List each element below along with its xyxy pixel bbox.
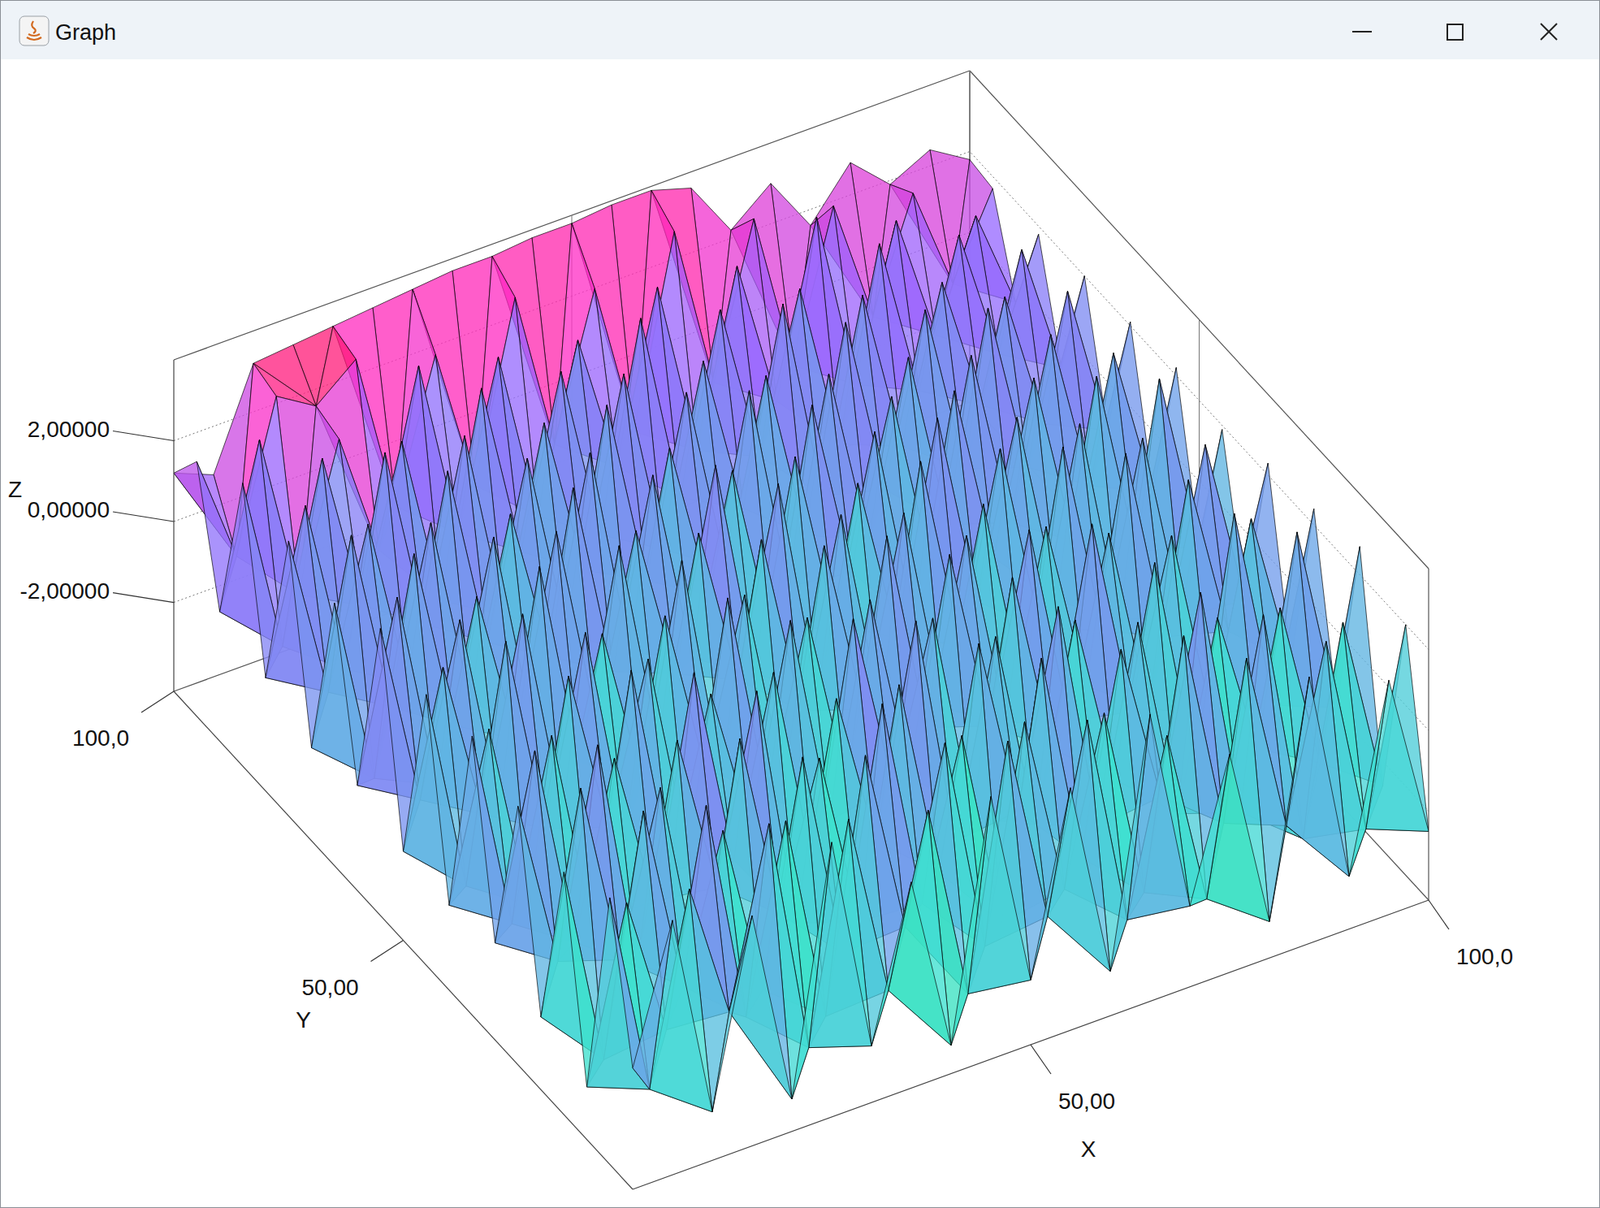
surface-facet: [888, 809, 952, 1045]
title-bar: [0, 0, 1600, 60]
surface-facet: [1110, 713, 1151, 971]
window: Graph -2,00000 0,00000 2,00000 50,00 100,0 50,…: [0, 0, 1600, 1208]
surface-facet: [1047, 787, 1111, 972]
maximize-button[interactable]: [1447, 24, 1463, 40]
surface-facet: [888, 882, 952, 1046]
z-tick: [112, 511, 174, 522]
surface-facet: [729, 823, 792, 1099]
surface-facet: [871, 882, 912, 1047]
z-tick: [112, 592, 174, 603]
x-axis-title: X: [1081, 1136, 1097, 1162]
z-axis-title: Z: [8, 476, 22, 502]
z-tick-label: -2,00000: [19, 578, 110, 604]
surface-facet: [1366, 624, 1429, 832]
box-edge: [1427, 568, 1429, 900]
x-tick-label: 100,0: [1456, 943, 1514, 969]
x-tick: [1030, 1044, 1051, 1074]
y-tick: [141, 691, 174, 713]
y-axis-title: Y: [295, 1007, 312, 1033]
app-icon-glyph: [26, 21, 42, 40]
x-axis-line: [632, 899, 1429, 1190]
window-title: Graph: [55, 20, 117, 45]
surface-facet: [951, 795, 991, 1045]
y-tick-label: 50,00: [301, 974, 359, 1000]
z-tick-label: 0,00000: [27, 497, 110, 523]
surface-facet: [1047, 719, 1111, 971]
surface: [173, 149, 1429, 1112]
app-icon-frame: [19, 16, 49, 46]
surface-facet: [1269, 676, 1310, 922]
surface-facet: [1189, 753, 1230, 906]
y-axis-line: [173, 691, 633, 1190]
z-axis-line: [172, 359, 174, 692]
z-tick-label: 2,00000: [27, 416, 110, 442]
surface-facet: [632, 920, 673, 1090]
window-frame: [0, 0, 1600, 1208]
close-button[interactable]: [1540, 23, 1557, 40]
y-tick: [371, 940, 404, 962]
surface-facet: [1030, 787, 1071, 981]
surface-facet: [968, 740, 1031, 994]
surface-facet: [1286, 676, 1350, 877]
app-icon: [19, 16, 49, 46]
y-tick-label: 100,0: [72, 725, 130, 751]
minimize-button[interactable]: [1352, 30, 1372, 33]
axes: -2,00000 0,00000 2,00000 50,00 100,0 50,00 100…: [8, 359, 1514, 1190]
surface-facet: [729, 915, 792, 1099]
x-tick: [1428, 899, 1449, 930]
x-tick-label: 50,00: [1058, 1088, 1116, 1114]
surface-facet: [1349, 679, 1389, 877]
z-tick: [112, 431, 174, 442]
surface-facet: [791, 842, 832, 1099]
surface-facet: [1206, 657, 1270, 922]
surface-facet: [712, 915, 753, 1112]
